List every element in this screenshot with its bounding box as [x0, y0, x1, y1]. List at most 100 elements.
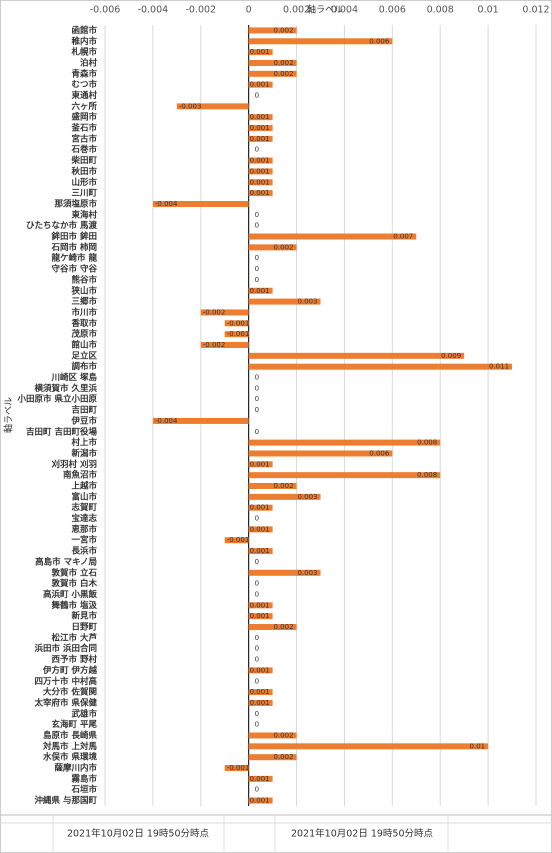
value-label: 0.002	[274, 243, 294, 251]
value-label: 0	[255, 374, 259, 382]
y-tick-label: 釜石市	[70, 123, 97, 134]
value-label: 0	[255, 211, 259, 219]
value-label: 0.001	[250, 124, 270, 132]
value-label: -0.001	[227, 764, 250, 772]
bar	[248, 754, 297, 761]
bar	[248, 287, 273, 294]
bar	[248, 493, 321, 500]
value-label: 0	[255, 428, 259, 436]
bar	[200, 341, 249, 348]
bar	[200, 309, 249, 316]
y-tick-label: 調布市	[71, 361, 97, 372]
value-label: 0.001	[250, 612, 270, 620]
y-tick-label: 敦賀市 立石	[52, 567, 98, 578]
value-label: 0	[255, 634, 259, 642]
bar	[248, 548, 273, 555]
value-label: 0	[255, 265, 259, 273]
value-label: 0.002	[274, 70, 294, 78]
value-label: 0.001	[250, 525, 270, 533]
y-tick-label: 日野町	[71, 623, 97, 633]
y-tick-label: 山形市	[71, 177, 97, 188]
value-label: 0	[255, 515, 259, 523]
bar	[248, 483, 297, 490]
value-label: 0.001	[250, 167, 270, 175]
x-tick-label: -0.006	[90, 5, 121, 16]
bar	[248, 135, 273, 142]
value-label: 0.001	[250, 48, 270, 56]
value-label: 0.007	[393, 233, 413, 241]
y-tick-label: 茂原市	[70, 329, 97, 340]
footer-label: 2021年10月02日 19時50分時点	[67, 828, 210, 840]
bar	[224, 320, 249, 327]
bar	[224, 765, 249, 772]
bar	[248, 613, 273, 620]
bar	[224, 537, 249, 544]
y-tick-label: ひたちなか市 馬渡	[26, 220, 97, 231]
y-tick-label: 大分市 佐賀関	[43, 687, 97, 698]
value-label: 0.001	[250, 135, 270, 143]
bar	[248, 472, 441, 479]
y-tick-label: 高浜町 小黒飯	[43, 589, 97, 600]
y-tick-label: 玄海町 平尾	[52, 719, 98, 730]
y-tick-label: 小田原市 県立小田原	[17, 394, 98, 405]
y-tick-label: 太宰府市 県保健	[34, 697, 98, 708]
y-tick-label: 石巻市	[70, 144, 97, 155]
value-label: 0.006	[369, 37, 390, 45]
value-label: 0.002	[274, 59, 294, 67]
bar	[248, 49, 273, 56]
value-label: 0	[255, 406, 259, 414]
x-tick-label: 0.008	[427, 5, 454, 16]
bar	[248, 602, 273, 609]
value-label: 0.001	[250, 113, 270, 121]
value-label: 0	[255, 558, 259, 566]
y-tick-label: 東通村	[71, 90, 97, 101]
y-tick-label: 鉾田市 鉾田	[52, 231, 97, 242]
value-label: 0.001	[250, 287, 270, 295]
y-tick-label: 伊方町 伊方越	[42, 665, 97, 676]
bar	[248, 38, 393, 45]
y-tick-label: 浜田市 浜田合同	[35, 643, 97, 654]
value-label: -0.001	[227, 319, 250, 327]
value-label: 0.001	[250, 601, 270, 609]
y-tick-label: 一宮市	[71, 535, 97, 546]
value-label: -0.003	[179, 102, 202, 110]
y-tick-label: 三川町	[71, 189, 97, 199]
value-label: 0.001	[250, 547, 270, 555]
value-label: 0	[255, 222, 259, 230]
bar	[248, 775, 273, 782]
value-label: -0.001	[227, 330, 250, 338]
y-tick-label: 青森市	[71, 68, 97, 79]
value-label: -0.004	[155, 417, 178, 425]
y-tick-label: 薩摩川内市	[54, 763, 97, 774]
y-tick-label: 富山市	[71, 491, 97, 502]
y-tick-label: 川崎区 塚島	[51, 372, 98, 383]
value-label: 0	[255, 721, 259, 729]
y-tick-label: 市川市	[71, 307, 97, 318]
bar	[248, 439, 441, 446]
bar	[248, 352, 465, 359]
bar	[248, 450, 393, 457]
value-label: 0.011	[489, 363, 509, 371]
bar	[248, 689, 273, 696]
y-tick-label: 札幌市	[70, 47, 97, 58]
value-label: 0	[255, 580, 259, 588]
value-label: 0.001	[250, 666, 270, 674]
bar	[248, 27, 297, 34]
bar	[248, 298, 321, 305]
bar	[248, 732, 297, 739]
y-tick-label: 四万十市 中村高	[35, 676, 98, 687]
x-tick-label: -0.004	[138, 5, 169, 16]
value-label: 0	[255, 590, 259, 598]
value-label: 0.001	[250, 504, 270, 512]
y-tick-label: 刈羽村 刈羽	[52, 459, 97, 470]
value-label: -0.001	[227, 536, 250, 544]
y-tick-label: 柴田町	[70, 155, 97, 166]
bar	[248, 699, 273, 706]
value-label: 0.001	[250, 178, 270, 186]
value-label: 0.002	[274, 753, 294, 761]
bar	[248, 363, 513, 370]
y-tick-label: 吉田町 吉田町役場	[26, 426, 97, 437]
y-tick-label: 守谷市 守谷	[52, 264, 98, 275]
x-tick-label: 0.01	[478, 5, 499, 16]
value-label: 0	[255, 645, 259, 653]
